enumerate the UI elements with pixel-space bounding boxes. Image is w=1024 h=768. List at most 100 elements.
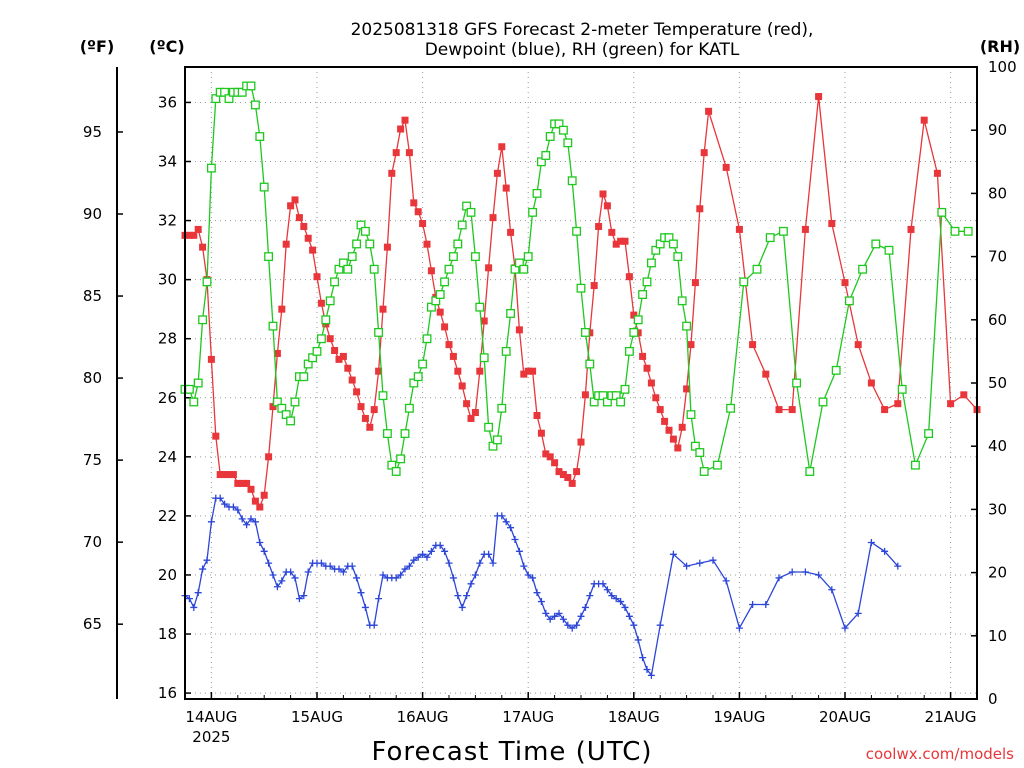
rh-point: [897, 384, 907, 394]
dewpoint-point: [423, 553, 431, 561]
rh-point: [563, 138, 573, 148]
temperature-point: [661, 417, 669, 425]
rh-point: [246, 81, 256, 91]
dewpoint-point: [485, 550, 493, 558]
rh-point: [422, 334, 432, 344]
dewpoint-point: [581, 603, 589, 611]
dewpoint-point: [647, 671, 655, 679]
temperature-point: [722, 163, 730, 171]
dewpoint-point: [546, 615, 554, 623]
dewpoint-point: [375, 595, 383, 603]
dewpoint-point: [524, 571, 532, 579]
temperature-point: [282, 240, 290, 248]
temperature-point: [599, 190, 607, 198]
temperature-point: [656, 406, 664, 414]
rh-point: [347, 252, 357, 262]
dewpoint-point: [568, 624, 576, 632]
rh-point: [646, 258, 656, 268]
temperature-point: [335, 355, 343, 363]
temperature-point: [577, 438, 585, 446]
dewpoint-point: [449, 574, 457, 582]
dewpoint-point: [815, 571, 823, 579]
rh-point: [585, 359, 595, 369]
temperature-point: [625, 273, 633, 281]
temperature-point: [696, 205, 704, 213]
rh-point: [418, 359, 428, 369]
temperature-point: [458, 382, 466, 390]
temperature-point: [436, 308, 444, 316]
dewpoint-point: [436, 541, 444, 549]
dewpoint-point: [243, 521, 251, 529]
rh-point: [312, 346, 322, 356]
rh-point: [572, 226, 582, 236]
rh-point: [325, 296, 335, 306]
dewpoint-point: [361, 603, 369, 611]
temperature-point: [221, 471, 229, 479]
fahrenheit-axis-label: (ºF): [80, 37, 115, 56]
temperature-point: [476, 367, 484, 375]
dewpoint-point: [696, 559, 704, 567]
time-tick-year: 2025: [192, 728, 230, 746]
rh-point: [805, 467, 815, 476]
rh-point: [924, 429, 934, 439]
dewpoint-point: [559, 615, 567, 623]
temperature-point: [749, 341, 757, 349]
rh-point: [396, 454, 406, 464]
rh-point: [950, 226, 960, 236]
rh-point: [184, 384, 194, 394]
rh-tick-label: 60: [988, 311, 1007, 329]
celsius-tick-label: 30: [158, 271, 177, 289]
temperature-point: [353, 388, 361, 396]
rh-point: [519, 264, 529, 274]
dewpoint-point: [735, 624, 743, 632]
temperature-point: [590, 282, 598, 290]
temperature-point: [397, 125, 405, 133]
rh-point: [576, 283, 586, 293]
dewpoint-point: [454, 592, 462, 600]
temperature-point: [199, 243, 207, 251]
temperature-point: [617, 237, 625, 245]
rh-point: [871, 239, 881, 249]
temperature-point: [683, 385, 691, 393]
time-tick-label: 20AUG: [819, 708, 871, 726]
celsius-axis-label: (ºC): [149, 37, 184, 56]
temperature-point: [595, 222, 603, 230]
temperature-point: [216, 471, 224, 479]
temperature-point: [735, 225, 743, 233]
rh-point: [668, 239, 678, 249]
fahrenheit-tick-label: 80: [83, 369, 102, 387]
rh-point: [255, 132, 265, 141]
temperature-point: [564, 474, 572, 482]
dewpoint-point: [441, 547, 449, 555]
temperature-point: [533, 411, 541, 419]
temperature-point: [194, 225, 202, 233]
temperature-point: [229, 471, 237, 479]
rh-point: [624, 346, 634, 356]
temperature-point: [652, 394, 660, 402]
dewpoint-point: [683, 562, 691, 570]
time-tick-label: 21AUG: [925, 708, 977, 726]
temperature-point: [243, 479, 251, 487]
chart-title-line1: 2025081318 GFS Forecast 2-meter Temperat…: [351, 20, 814, 40]
dewpoint-point: [608, 592, 616, 600]
dewpoint-point: [265, 559, 273, 567]
dewpoint-point: [542, 609, 550, 617]
temperature-point: [449, 352, 457, 360]
dewpoint-point: [656, 621, 664, 629]
rh-point: [545, 132, 555, 141]
temperature-point: [269, 403, 277, 411]
fahrenheit-tick-label: 70: [83, 533, 102, 551]
dewpoint-point: [529, 574, 537, 582]
dewpoint-point: [458, 603, 466, 611]
rh-point: [444, 264, 454, 274]
rh-point: [382, 429, 392, 439]
x-axis-title: Forecast Time (UTC): [371, 737, 652, 767]
rh-point: [453, 239, 463, 249]
dewpoint-point: [630, 621, 638, 629]
temperature-point: [687, 341, 695, 349]
rh-point: [259, 182, 269, 192]
temperature-point: [423, 240, 431, 248]
temperature-point: [674, 444, 682, 452]
temperature-point: [551, 459, 559, 467]
temperature-point: [379, 305, 387, 313]
